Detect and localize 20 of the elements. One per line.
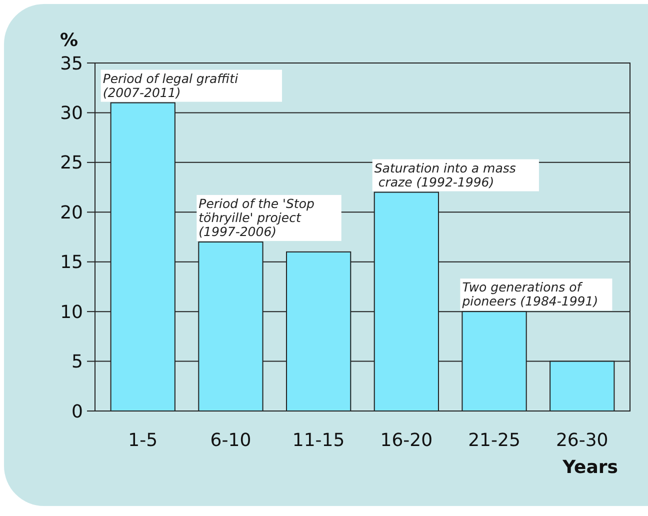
x-tick-label: 26-30 <box>556 430 608 451</box>
annotation: Saturation into a mass craze (1992-1996) <box>374 160 516 190</box>
y-tick-label: 35 <box>60 53 83 74</box>
annotation: Two generations of pioneers (1984-1991) <box>461 280 598 309</box>
y-tick-label: 30 <box>60 103 83 124</box>
y-axis-title: % <box>60 30 78 51</box>
y-tick-label: 5 <box>72 352 83 373</box>
y-tick-label: 25 <box>60 152 83 174</box>
x-tick-label: 11-15 <box>292 430 345 451</box>
y-tick-label: 0 <box>72 401 83 422</box>
x-tick-label: 21-25 <box>468 430 520 451</box>
x-tick-label: 6-10 <box>210 430 252 451</box>
y-tick-label: 15 <box>60 252 83 274</box>
annotation: Period of the 'Stop töhryille' project (1997-2006) <box>198 196 314 239</box>
y-tick-label: 10 <box>60 302 83 323</box>
y-tick-label: 20 <box>60 202 83 224</box>
annotation: Period of legal graffiti (2007-2011) <box>102 70 239 100</box>
x-tick-label: 1-5 <box>128 430 158 451</box>
x-axis-title: Years <box>562 457 618 478</box>
x-tick-label: 16-20 <box>380 430 433 451</box>
